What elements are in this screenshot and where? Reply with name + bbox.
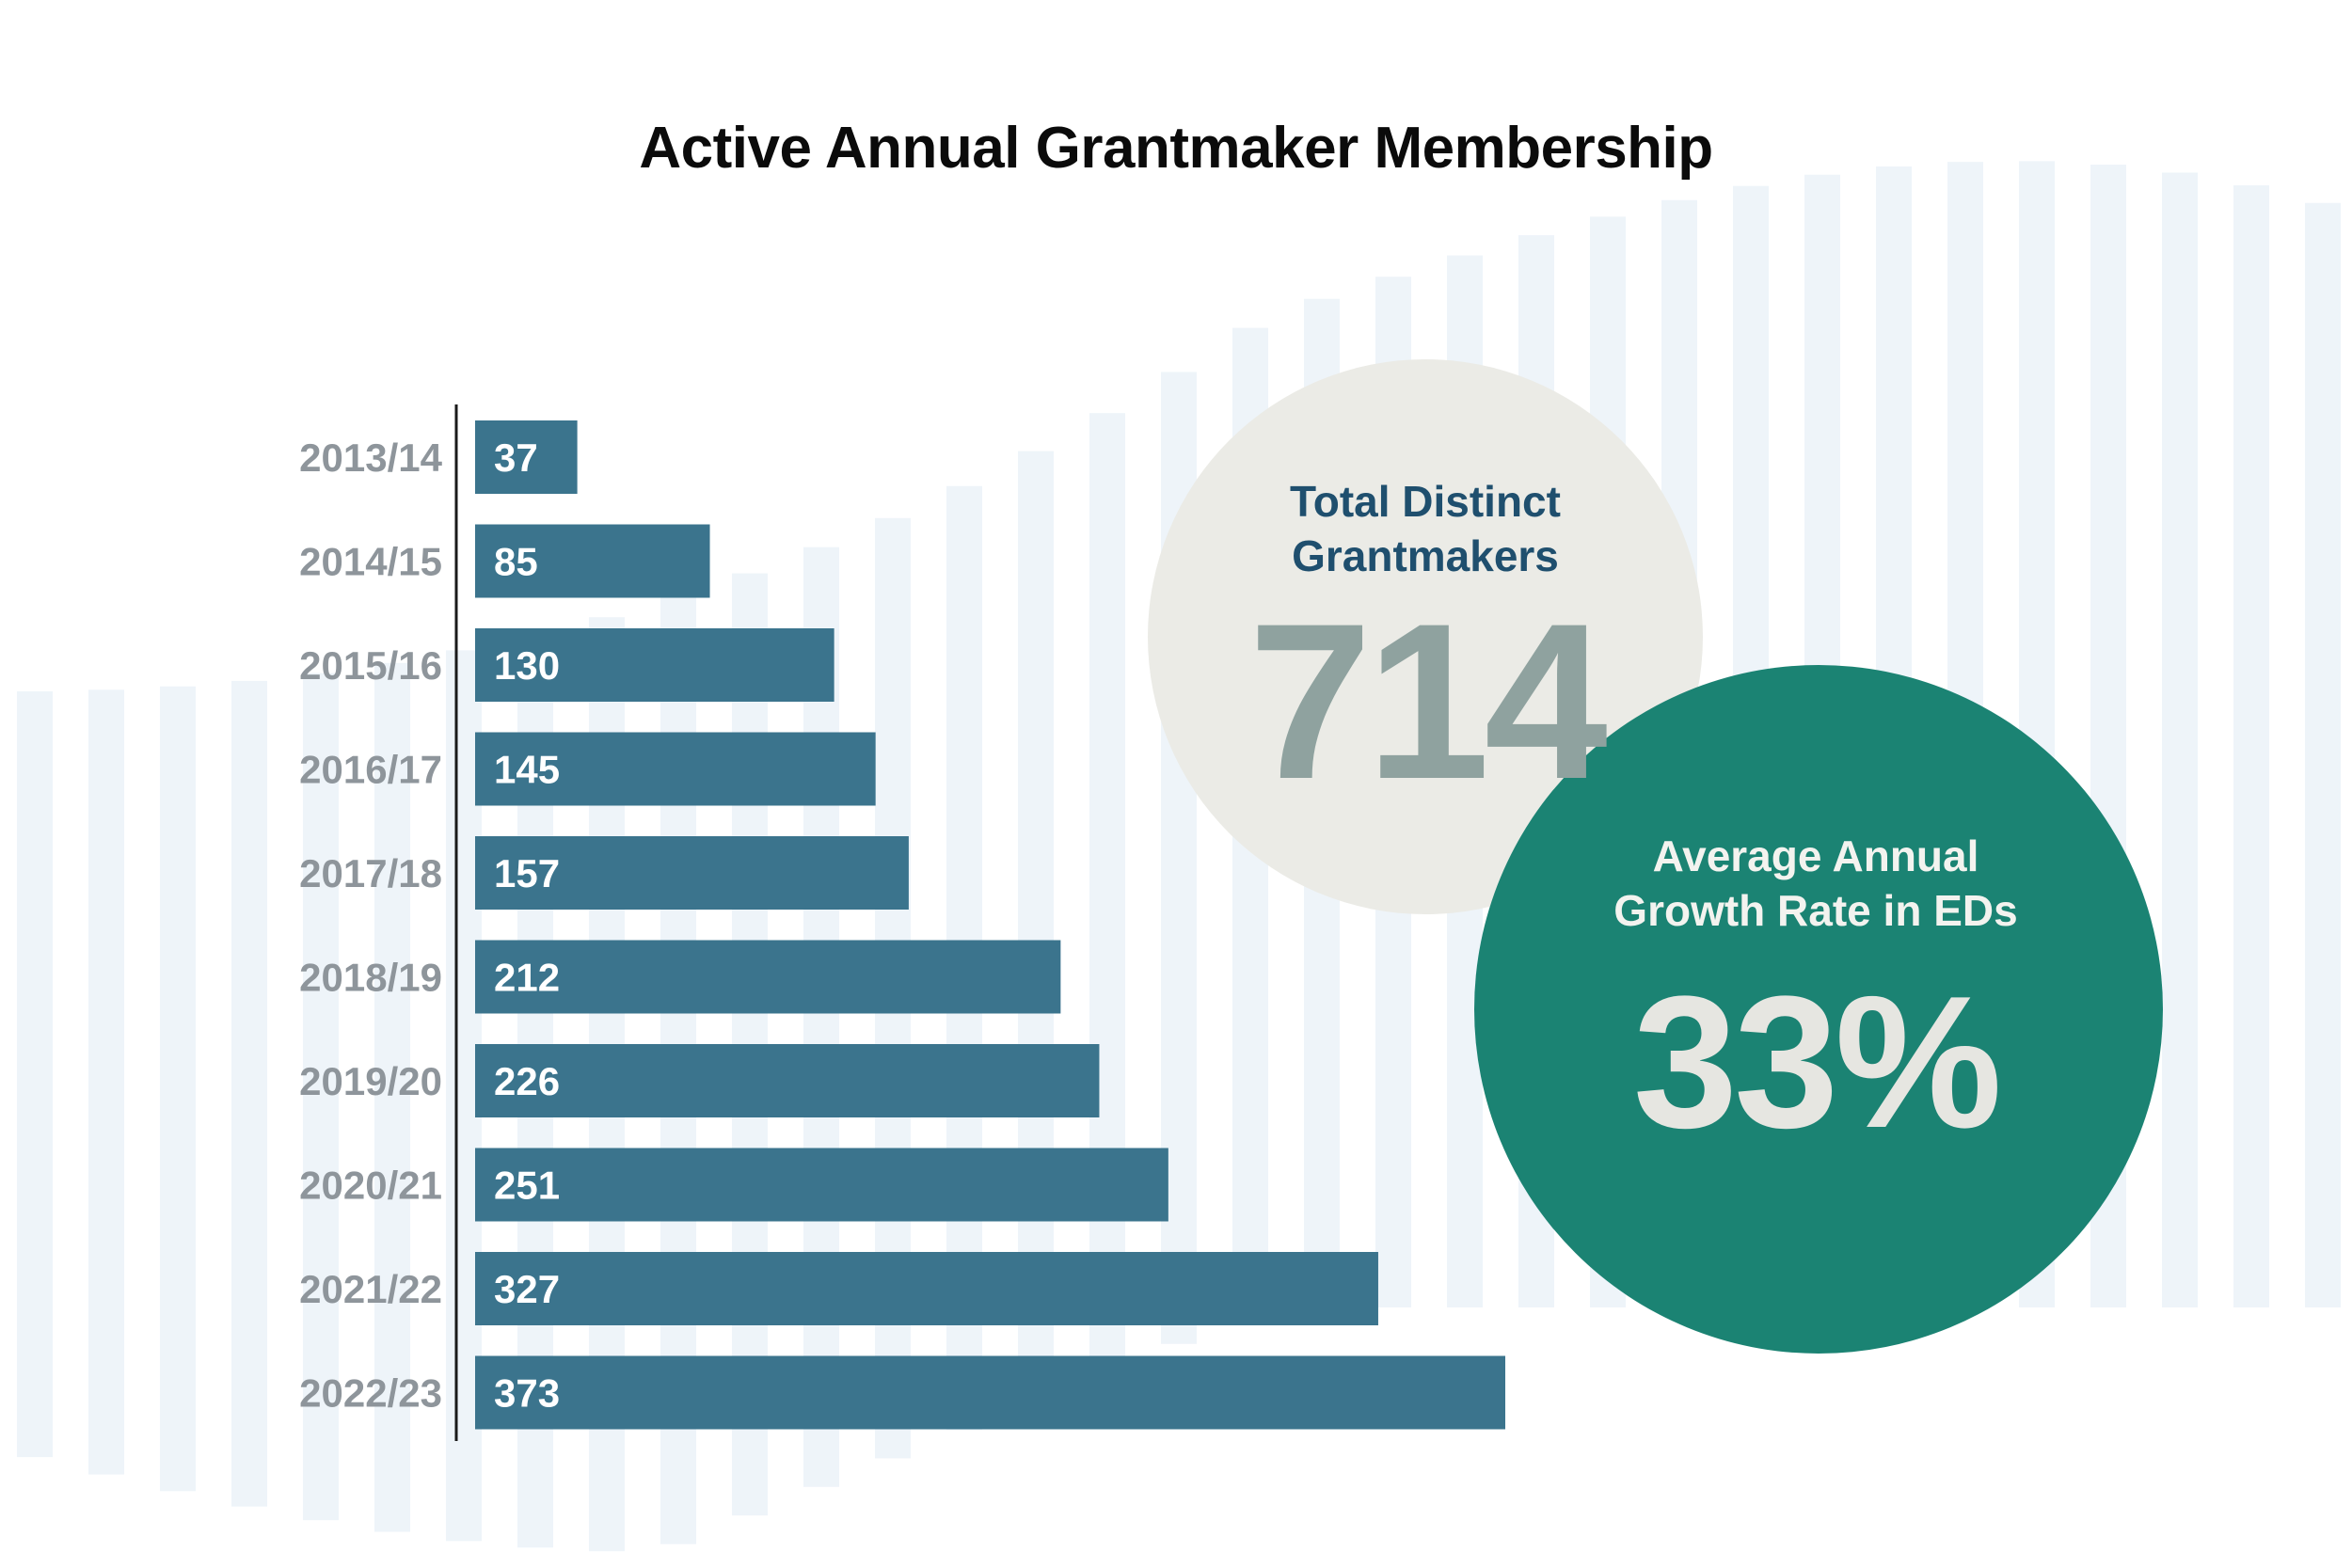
bar-2022-23 bbox=[475, 1355, 1505, 1430]
bar-2014-15 bbox=[475, 524, 710, 598]
bar-2015-16 bbox=[475, 628, 834, 702]
year-tick-label: 2015/16 bbox=[299, 643, 442, 688]
bar-value-label: 85 bbox=[494, 540, 538, 584]
growth-rate-value: 33% bbox=[1632, 958, 2002, 1167]
chart-title: Active Annual Grantmaker Membership bbox=[639, 116, 1713, 181]
year-tick-label: 2014/15 bbox=[299, 540, 442, 584]
bar-value-label: 212 bbox=[494, 956, 560, 1000]
year-tick-label: 2018/19 bbox=[299, 956, 442, 1000]
background-stripe bbox=[231, 680, 267, 1507]
total-distinct-value: 714 bbox=[1248, 578, 1608, 826]
year-tick-label: 2020/21 bbox=[299, 1164, 442, 1208]
background-stripe bbox=[303, 673, 339, 1521]
background-stripe bbox=[2162, 172, 2198, 1308]
growth-bubble bbox=[1474, 665, 2163, 1354]
total-distinct-label: Total Distinct Grantmakers bbox=[1148, 475, 1703, 583]
background-stripe bbox=[2305, 202, 2341, 1307]
bar-value-label: 373 bbox=[494, 1371, 560, 1416]
bar-value-label: 130 bbox=[494, 643, 560, 688]
background-stripe bbox=[1018, 451, 1054, 1402]
background-stripe bbox=[17, 691, 53, 1458]
year-tick-label: 2019/20 bbox=[299, 1059, 442, 1103]
bar-2019-20 bbox=[475, 1044, 1100, 1117]
year-tick-label: 2017/18 bbox=[299, 851, 442, 895]
growth-label-line2: Growth Rate in EDs bbox=[1613, 885, 2018, 935]
bar-2021-22 bbox=[475, 1252, 1378, 1325]
background-stripe bbox=[803, 546, 839, 1487]
year-tick-label: 2016/17 bbox=[299, 748, 442, 792]
bar-2017-18 bbox=[475, 836, 909, 910]
bar-value-label: 251 bbox=[494, 1164, 560, 1208]
year-tick-label: 2021/22 bbox=[299, 1267, 442, 1311]
background-stripe bbox=[2233, 184, 2269, 1308]
background-stripe bbox=[160, 686, 196, 1492]
bar-2018-19 bbox=[475, 940, 1061, 1014]
bar-2016-17 bbox=[475, 732, 876, 806]
total-bubble bbox=[1148, 359, 1703, 914]
growth-label-line1: Average Annual bbox=[1652, 832, 1979, 880]
total-label-line2: Grantmakers bbox=[1292, 531, 1559, 580]
bar-value-label: 327 bbox=[494, 1267, 560, 1311]
bar-value-label: 145 bbox=[494, 748, 560, 792]
total-label-line1: Total Distinct bbox=[1290, 477, 1561, 526]
bar-value-label: 37 bbox=[494, 436, 538, 480]
background-stripe bbox=[88, 689, 124, 1475]
background-stripe bbox=[374, 662, 410, 1532]
growth-rate-label: Average Annual Growth Rate in EDs bbox=[1477, 830, 2154, 938]
year-tick-label: 2022/23 bbox=[299, 1371, 442, 1416]
year-tick-label: 2013/14 bbox=[299, 436, 442, 480]
bar-2020-21 bbox=[475, 1148, 1168, 1222]
bar-value-label: 157 bbox=[494, 851, 560, 895]
bar-value-label: 226 bbox=[494, 1059, 560, 1103]
bar-2013-14 bbox=[475, 420, 578, 494]
